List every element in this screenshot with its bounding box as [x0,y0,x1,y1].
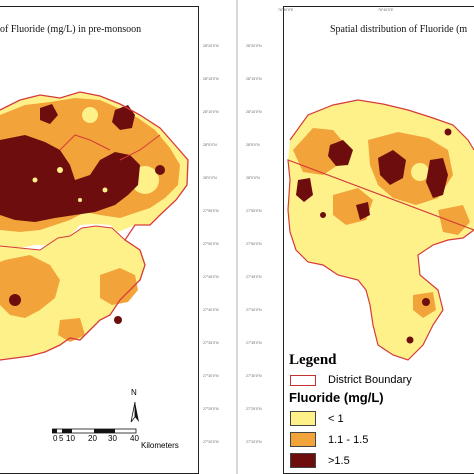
right-fluoride-map [287,99,474,361]
north-arrow-icon [130,401,139,423]
left-yellow-spot-3 [82,107,98,123]
lat-tick: 28°0'0"N [203,176,217,180]
right-map-panel: Spatial distribution of Fluoride (m 28°2… [238,0,474,474]
class-swatch-high [290,453,316,468]
lat-tick: 27°25'0"N [203,407,219,411]
scale-label: 5 [59,434,64,443]
lat-tick: 27°40'0"N [203,308,219,312]
scale-label: 20 [88,434,97,443]
left-orange-3 [100,268,138,305]
lat-tick: 28°15'0"N [203,77,219,81]
left-map-panel: of Fluoride (mg/L) in pre-monsoon 28°20'… [0,0,236,474]
left-dot-1 [57,167,63,173]
class-label: < 1 [328,412,344,425]
left-dark-1 [0,135,140,222]
class-label: 1.1 - 1.5 [328,433,369,446]
right-yellow-spot-1 [411,163,429,181]
lon-tick: 76°40'0"E [378,8,394,12]
scale-label: 10 [66,434,75,443]
legend-class-row: 1.1 - 1.5 [290,432,368,447]
lat-tick: 28°5'0"N [246,143,260,147]
scale-bar [52,428,137,434]
left-district-internal [0,134,161,251]
left-dark-3 [40,104,58,124]
lat-tick: 27°45'0"N [246,275,262,279]
class-label: >1.5 [328,454,350,467]
left-dark-spot-2 [9,294,21,306]
boundary-swatch [290,374,316,386]
lat-tick: 27°55'0"N [203,209,219,213]
right-map-title: Spatial distribution of Fluoride (m [330,24,468,35]
lat-tick: 27°50'0"N [246,242,262,246]
right-dark-1 [328,140,353,166]
lat-tick: 28°10'0"N [203,110,219,114]
left-dark-2 [112,105,135,130]
right-dark-3 [426,158,448,198]
left-dark-spot-3 [114,316,122,324]
lat-tick: 28°0'0"N [246,176,260,180]
right-dark-5 [356,202,370,220]
legend-class-row: < 1 [290,411,344,426]
left-dot-4 [78,198,82,202]
lat-tick: 27°45'0"N [203,275,219,279]
lon-tick: 76°30'0"E [278,8,294,12]
north-label: N [131,388,137,397]
right-orange-1 [293,128,346,175]
legend-boundary-row: District Boundary [290,374,412,386]
lat-tick: 28°5'0"N [203,143,217,147]
right-district-boundary [287,99,474,361]
right-dark-2 [378,150,406,185]
scale-label: 40 [130,434,139,443]
left-district-boundary [0,91,189,361]
panel-divider [236,0,238,474]
right-dark-4 [296,178,313,202]
legend-title: Legend [289,352,337,368]
lat-tick: 27°40'0"N [246,308,262,312]
lat-tick: 28°20'0"N [246,44,262,48]
left-dot-2 [32,177,38,183]
left-dark-spot-1 [155,165,165,175]
right-dark-spot-1 [422,298,430,306]
lat-tick: 27°55'0"N [246,209,262,213]
lat-tick: 27°30'0"N [246,374,262,378]
left-map-frame [0,6,199,474]
legend-class-row: >1.5 [290,453,350,468]
left-fluoride-map [0,91,189,361]
right-dark-spot-2 [406,336,414,344]
lat-tick: 28°20'0"N [203,44,219,48]
right-dark-spot-4 [444,128,452,136]
right-orange-4 [438,205,470,235]
lat-tick: 27°35'0"N [246,341,262,345]
lat-tick: 27°50'0"N [203,242,219,246]
lat-tick: 27°35'0"N [203,341,219,345]
scale-label: 30 [108,434,117,443]
left-orange-4 [58,318,85,342]
lat-tick: 27°25'0"N [246,407,262,411]
scale-unit: Kilometers [141,441,179,450]
lat-tick: 27°30'0"N [203,374,219,378]
boundary-label: District Boundary [328,374,412,386]
lat-tick: 28°10'0"N [246,110,262,114]
lat-tick: 28°15'0"N [246,77,262,81]
class-swatch-mid [290,432,316,447]
lat-tick: 27°20'0"N [246,440,262,444]
left-dot-3 [102,187,108,193]
right-dark-spot-3 [320,212,326,218]
class-swatch-low [290,411,316,426]
legend-subtitle: Fluoride (mg/L) [289,390,384,405]
lat-tick: 27°20'0"N [203,440,219,444]
left-map-title: of Fluoride (mg/L) in pre-monsoon [0,24,142,35]
scale-label: 0 [53,434,58,443]
